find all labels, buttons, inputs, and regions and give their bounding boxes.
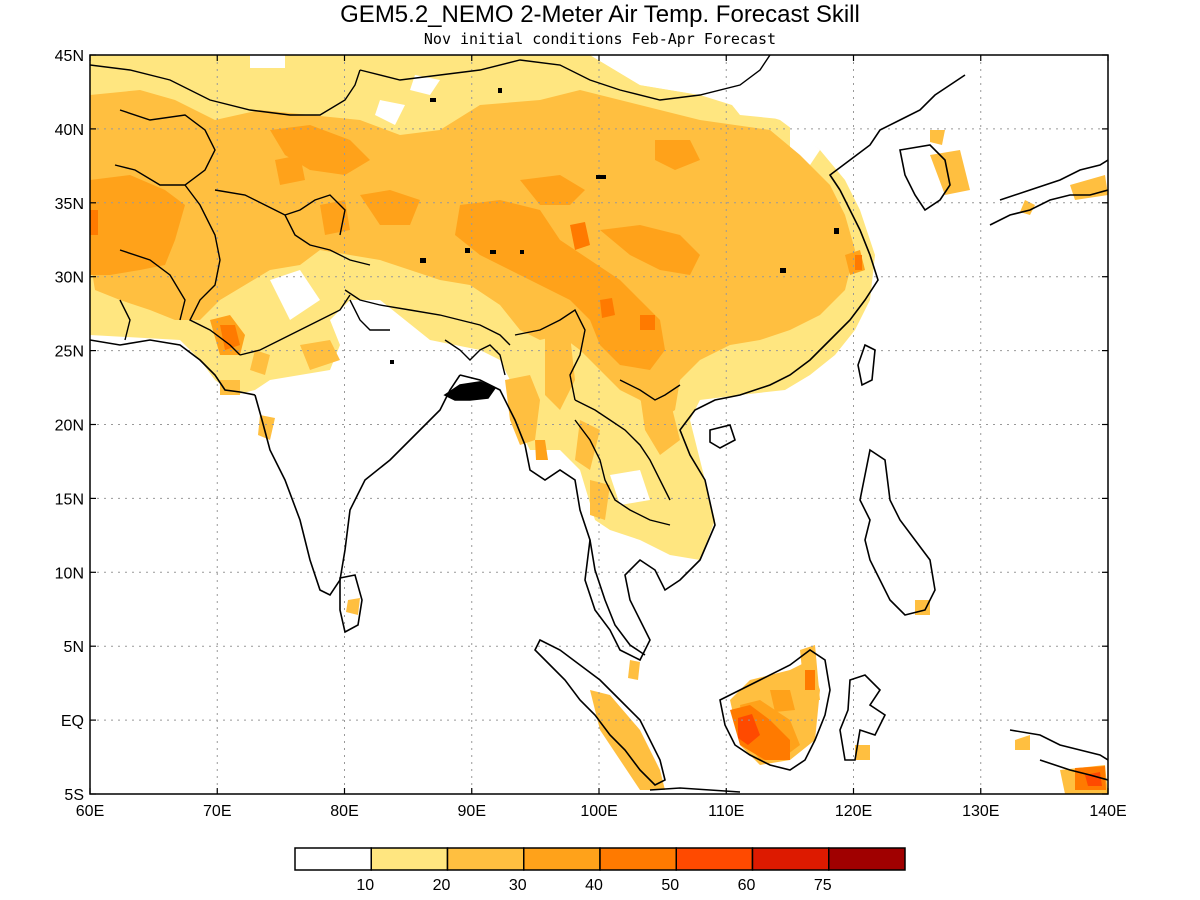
legend-label: 60: [738, 877, 756, 894]
latitude-label: 10N: [55, 565, 84, 582]
latitude-label: 30N: [55, 270, 84, 287]
skill-shading: [90, 55, 1108, 794]
longitude-label: 90E: [458, 803, 486, 820]
legend-label: 30: [509, 877, 527, 894]
latitude-label: EQ: [61, 713, 84, 730]
legend-label: 40: [585, 877, 603, 894]
legend-swatch: [523, 847, 601, 871]
longitude-label: 70E: [203, 803, 231, 820]
longitude-label: 130E: [962, 803, 999, 820]
longitude-label: 120E: [835, 803, 872, 820]
legend-swatch: [599, 847, 677, 871]
latitude-label: 15N: [55, 491, 84, 508]
legend-swatch: [370, 847, 449, 871]
longitude-label: 80E: [330, 803, 358, 820]
latitude-label: 20N: [55, 418, 84, 435]
map-subtitle: Nov initial conditions Feb-Apr Forecast: [424, 30, 776, 48]
legend-swatch: [675, 847, 754, 871]
legend-label: 75: [814, 877, 832, 894]
latitude-label: 40N: [55, 122, 84, 139]
legend-swatch: [294, 847, 372, 871]
legend-label: 10: [356, 877, 374, 894]
longitude-label: 100E: [580, 803, 617, 820]
longitude-label: 110E: [708, 803, 744, 820]
latitude-label: 5N: [64, 639, 84, 656]
map-title: GEM5.2_NEMO 2-Meter Air Temp. Forecast S…: [340, 1, 860, 28]
longitude-label: 60E: [76, 803, 104, 820]
legend-label: 20: [433, 877, 451, 894]
latitude-label: 25N: [55, 344, 84, 361]
longitude-label: 140E: [1089, 803, 1126, 820]
coastlines: [90, 74, 1108, 793]
legend-swatch: [446, 847, 525, 871]
latitude-labels: 45N 40N 35N 30N 25N 20N 15N 10N 5N EQ 5S: [55, 48, 84, 804]
legend-swatch: [828, 847, 906, 871]
latitude-label: 35N: [55, 196, 84, 213]
longitude-labels: 60E 70E 80E 90E 100E 110E 120E 130E 140E: [76, 803, 1127, 820]
latitude-label: 5S: [64, 787, 84, 804]
lake-markers: [390, 88, 839, 364]
axis-ticks: [89, 54, 1109, 795]
legend-swatch: [751, 847, 830, 871]
legend-label: 50: [661, 877, 679, 894]
latitude-label: 45N: [55, 48, 84, 65]
color-legend: 10 20 30 40 50 60 75: [294, 847, 906, 894]
country-borders: [90, 55, 771, 526]
